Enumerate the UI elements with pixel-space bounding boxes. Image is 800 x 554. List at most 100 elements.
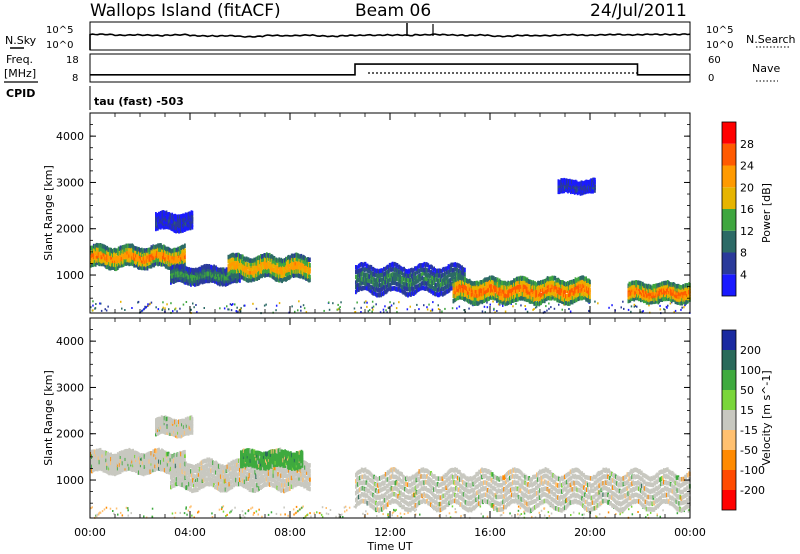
echo-cell	[416, 284, 419, 289]
echo-cell	[268, 264, 271, 270]
echo-cell	[162, 306, 164, 309]
echo-cell	[137, 247, 139, 253]
frequency-line	[90, 63, 690, 76]
echo-cell	[504, 293, 507, 298]
echo-cell	[177, 220, 179, 225]
echo-cell	[657, 283, 660, 288]
echo-cell	[430, 264, 433, 269]
echo-cell	[512, 282, 514, 288]
echo-cell	[135, 263, 137, 268]
echo-cell	[640, 281, 642, 286]
echo-cell	[284, 276, 286, 282]
echo-cell	[177, 257, 180, 263]
echo-cell	[664, 290, 666, 295]
echo-cell	[645, 290, 648, 295]
echo-cell	[426, 286, 429, 291]
echo-cell	[135, 260, 137, 266]
echo-cell	[232, 264, 235, 270]
echo-cell	[671, 285, 674, 290]
echo-cell	[489, 292, 491, 297]
echo-cell	[469, 288, 472, 293]
echo-cell	[674, 299, 677, 305]
echo-cell	[227, 278, 230, 283]
echo-cell	[412, 291, 415, 296]
echo-cell	[482, 298, 485, 304]
echo-cell	[151, 454, 154, 460]
echo-cell	[202, 268, 205, 273]
echo-cell	[540, 509, 543, 512]
echo-cell	[549, 291, 552, 296]
echo-cell	[125, 448, 128, 454]
echo-cell	[183, 219, 186, 224]
echo-cell	[444, 307, 446, 310]
echo-cell	[125, 251, 128, 256]
echo-cell	[135, 255, 137, 261]
echo-cell	[158, 224, 161, 229]
echo-cell	[138, 453, 141, 458]
echo-cell	[581, 188, 584, 194]
echo-cell	[254, 260, 257, 266]
echo-cell	[541, 283, 544, 289]
echo-cell	[361, 280, 364, 285]
echo-cell	[569, 181, 571, 186]
echo-cell	[113, 512, 115, 515]
echo-cell	[566, 293, 569, 299]
echo-cell	[518, 279, 521, 284]
echo-cell	[181, 222, 184, 228]
echo-cell	[357, 268, 360, 274]
echo-cell	[508, 293, 511, 298]
echo-cell	[677, 291, 680, 296]
echo-cell	[620, 306, 622, 309]
echo-cell	[501, 300, 504, 305]
echo-cell	[682, 293, 685, 299]
echo-cell	[400, 516, 402, 519]
echo-cell	[364, 277, 367, 282]
echo-cell	[309, 512, 311, 515]
echo-cell	[452, 282, 455, 287]
echo-cell	[97, 513, 100, 516]
echo-cell	[547, 287, 550, 292]
echo-cell	[632, 280, 635, 286]
echo-cell	[515, 288, 517, 294]
echo-cell	[187, 225, 190, 231]
echo-cell	[430, 280, 433, 285]
echo-cell	[464, 277, 466, 282]
echo-cell	[581, 295, 584, 301]
echo-cell	[393, 276, 396, 282]
echo-cell	[485, 281, 487, 286]
echo-cell	[479, 280, 482, 285]
echo-cell	[447, 284, 450, 289]
echo-cell	[509, 288, 511, 294]
echo-cell	[162, 244, 165, 249]
echo-cell	[532, 292, 535, 297]
echo-cell	[114, 258, 117, 264]
echo-cell	[373, 282, 376, 288]
echo-cell	[502, 511, 505, 514]
echo-cell	[392, 263, 395, 268]
echo-cell	[489, 303, 491, 306]
echo-cell	[573, 188, 576, 194]
echo-cell	[103, 252, 106, 257]
echo-cell	[646, 299, 649, 305]
echo-cell	[391, 512, 394, 514]
echo-cell	[471, 296, 474, 301]
echo-cell	[172, 221, 175, 226]
echo-cell	[484, 289, 486, 295]
echo-cell	[290, 265, 293, 270]
echo-cell	[179, 254, 181, 259]
echo-cell	[519, 275, 522, 281]
echo-cell	[134, 246, 136, 251]
echo-cell	[666, 296, 669, 302]
echo-cell	[581, 279, 584, 284]
echo-cell	[543, 507, 546, 510]
echo-cell	[149, 247, 152, 252]
echo-cell	[662, 296, 664, 301]
echo-cell	[245, 269, 248, 275]
echo-cell	[137, 455, 139, 460]
echo-cell	[490, 295, 492, 300]
echo-cell	[227, 258, 230, 264]
echo-cell	[155, 221, 157, 226]
echo-cell	[144, 456, 147, 462]
echo-cell	[559, 287, 561, 293]
